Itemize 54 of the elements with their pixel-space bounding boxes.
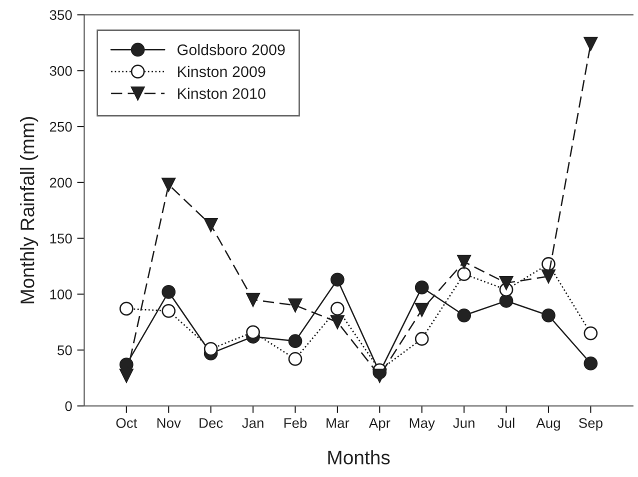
point (499, 276, 514, 290)
x-tick-label: Apr (368, 418, 390, 431)
point (288, 298, 302, 312)
point (246, 292, 260, 307)
point (542, 269, 556, 284)
x-tick-label: Aug (536, 418, 560, 431)
point (119, 302, 134, 316)
point (204, 218, 218, 232)
x-tick-label: Mar (326, 418, 350, 428)
y-axis-title: Monthly Rainfall (mm) (20, 117, 38, 304)
point (457, 308, 472, 322)
point (584, 326, 598, 340)
point (457, 254, 472, 269)
x-tick-label: Oct (116, 418, 138, 428)
legend-label: Kinston 2010 (178, 88, 266, 99)
point (330, 302, 344, 316)
legend-label: Kinston 2009 (178, 66, 266, 78)
point (414, 302, 429, 317)
point (542, 308, 556, 322)
point (204, 342, 218, 356)
x-tick-label: May (410, 418, 435, 431)
x-tick-label: Feb (284, 418, 307, 428)
x-tick-label: Jun (453, 418, 474, 428)
y-tick-label: 50 (58, 345, 72, 356)
point (457, 267, 472, 281)
point (119, 368, 134, 383)
point (414, 280, 429, 294)
point (330, 272, 344, 287)
x-tick-label: Jul (498, 418, 514, 428)
point (499, 294, 514, 308)
point (162, 178, 176, 192)
x-axis-title: Months (328, 450, 390, 464)
y-tick-label: 300 (50, 66, 72, 76)
y-tick-label: 150 (50, 234, 72, 244)
legend-label: Goldsboro 2009 (178, 44, 285, 56)
point (372, 368, 387, 383)
point (162, 304, 176, 318)
point (288, 334, 302, 348)
point (584, 356, 598, 370)
y-tick-label: 250 (50, 122, 72, 132)
point (288, 352, 302, 366)
point (162, 284, 176, 299)
point (414, 332, 429, 346)
x-tick-label: Jan (242, 418, 264, 428)
x-tick-label: Sep (578, 418, 602, 431)
y-tick-label: 350 (50, 10, 72, 20)
point (584, 36, 598, 51)
point (330, 315, 344, 330)
y-tick-label: 200 (50, 178, 72, 188)
x-tick-label: Nov (157, 418, 181, 428)
y-tick-label: 100 (50, 290, 72, 300)
x-tick-label: Dec (200, 418, 223, 428)
y-tick-label: 0 (65, 401, 72, 412)
point (246, 325, 260, 340)
